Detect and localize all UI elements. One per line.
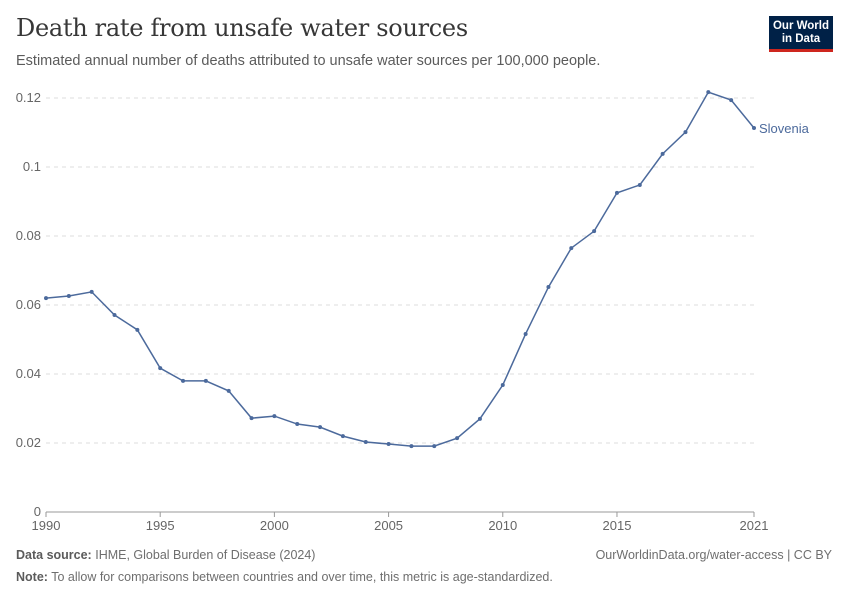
source-label: Data source: <box>16 548 92 562</box>
x-tick-label: 1995 <box>146 518 175 533</box>
data-point <box>455 436 460 441</box>
data-point <box>66 294 71 299</box>
chart-subtitle: Estimated annual number of deaths attrib… <box>16 53 601 69</box>
x-tick-label: 2015 <box>603 518 632 533</box>
y-tick-label: 0.12 <box>16 90 41 105</box>
chart-title: Death rate from unsafe water sources <box>16 14 468 42</box>
note: Note: To allow for comparisons between c… <box>16 570 553 584</box>
x-tick-label: 2005 <box>374 518 403 533</box>
data-point <box>340 434 345 439</box>
logo-line-2: in Data <box>781 33 821 45</box>
y-tick-label: 0.08 <box>16 228 41 243</box>
data-point <box>203 378 208 383</box>
data-point <box>546 285 551 290</box>
data-point <box>523 331 528 336</box>
x-tick-label: 2010 <box>488 518 517 533</box>
data-point <box>295 422 300 427</box>
data-point <box>112 313 117 318</box>
data-point <box>614 190 619 195</box>
source-text[interactable]: IHME, Global Burden of Disease (2024) <box>95 548 316 562</box>
data-point <box>89 289 94 294</box>
x-tick-label: 2000 <box>260 518 289 533</box>
data-point <box>226 388 231 393</box>
data-point <box>637 182 642 187</box>
data-point <box>500 383 505 388</box>
data-point <box>386 442 391 447</box>
data-point <box>44 296 48 301</box>
data-source: Data source: IHME, Global Burden of Dise… <box>16 548 315 562</box>
source-url[interactable]: OurWorldinData.org/water-access | CC BY <box>595 548 832 562</box>
data-point <box>409 444 414 449</box>
data-point <box>569 246 574 251</box>
series-label: Slovenia <box>759 121 810 136</box>
data-point <box>660 151 665 156</box>
y-tick-label: 0.04 <box>16 366 41 381</box>
data-point <box>706 90 711 95</box>
data-point <box>592 229 597 234</box>
note-label: Note: <box>16 570 48 584</box>
data-point <box>135 327 140 332</box>
data-point <box>752 126 756 131</box>
data-point <box>158 366 163 371</box>
data-point <box>729 98 734 103</box>
series-line <box>45 91 755 447</box>
x-tick-label: 2021 <box>740 518 769 533</box>
x-tick-label: 1990 <box>32 518 61 533</box>
data-point <box>272 414 277 419</box>
y-tick-label: 0.06 <box>16 297 41 312</box>
logo-line-1: Our World <box>772 20 829 32</box>
y-tick-label: 0.1 <box>23 159 41 174</box>
note-text: To allow for comparisons between countri… <box>51 570 553 584</box>
data-point <box>683 130 688 135</box>
data-point <box>181 378 186 383</box>
data-point <box>363 439 368 444</box>
owid-logo[interactable]: Our World in Data <box>769 16 833 52</box>
y-tick-label: 0 <box>34 504 41 519</box>
data-point <box>477 416 482 421</box>
y-tick-label: 0.02 <box>16 435 41 450</box>
data-point <box>249 416 254 421</box>
data-point <box>318 425 323 430</box>
data-point <box>432 444 437 449</box>
